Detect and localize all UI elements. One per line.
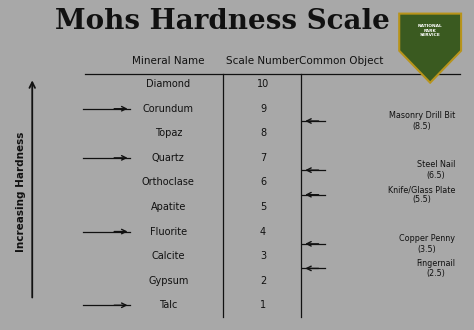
Text: 7: 7 [260, 153, 266, 163]
Text: Orthoclase: Orthoclase [142, 178, 195, 187]
Text: 1: 1 [260, 300, 266, 310]
Text: Topaz: Topaz [155, 128, 182, 138]
Text: Fingernail
(2.5): Fingernail (2.5) [416, 259, 455, 278]
Text: Scale Number: Scale Number [227, 56, 300, 66]
Text: NATIONAL
PARK
SERVICE: NATIONAL PARK SERVICE [418, 24, 443, 37]
Text: Mohs Hardness Scale: Mohs Hardness Scale [55, 8, 390, 35]
Text: 9: 9 [260, 104, 266, 114]
Text: Fluorite: Fluorite [150, 227, 187, 237]
Text: Copper Penny
(3.5): Copper Penny (3.5) [399, 234, 455, 253]
Text: Corundum: Corundum [143, 104, 194, 114]
Text: 10: 10 [257, 79, 269, 89]
Text: Steel Nail
(6.5): Steel Nail (6.5) [417, 160, 455, 180]
Text: Mineral Name: Mineral Name [132, 56, 204, 66]
Text: Knife/Glass Plate
(5.5): Knife/Glass Plate (5.5) [388, 185, 455, 204]
Text: 3: 3 [260, 251, 266, 261]
Text: Diamond: Diamond [146, 79, 191, 89]
Polygon shape [399, 14, 461, 83]
Text: 5: 5 [260, 202, 266, 212]
Text: 4: 4 [260, 227, 266, 237]
Text: Quartz: Quartz [152, 153, 185, 163]
Text: Masonry Drill Bit
(8.5): Masonry Drill Bit (8.5) [389, 111, 455, 131]
Text: Talc: Talc [159, 300, 177, 310]
Text: Calcite: Calcite [152, 251, 185, 261]
Text: 2: 2 [260, 276, 266, 286]
Text: Increasing Hardness: Increasing Hardness [16, 131, 27, 251]
Text: Gypsum: Gypsum [148, 276, 189, 286]
Text: 8: 8 [260, 128, 266, 138]
Text: Apatite: Apatite [151, 202, 186, 212]
Text: Common Object: Common Object [299, 56, 383, 66]
Text: 6: 6 [260, 178, 266, 187]
